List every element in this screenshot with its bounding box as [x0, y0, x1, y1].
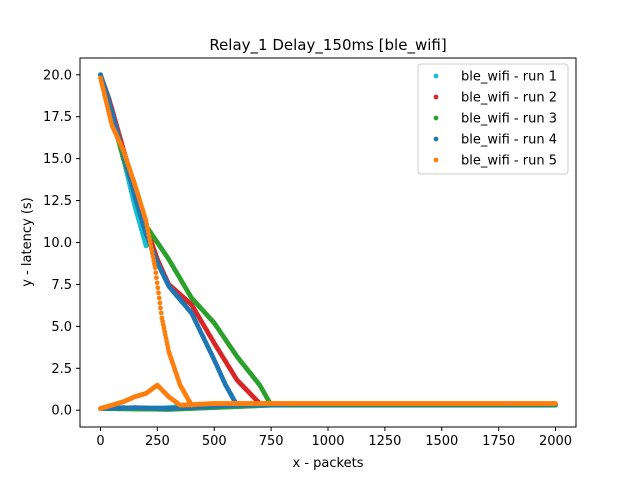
data-point [156, 295, 162, 301]
data-point [149, 250, 155, 256]
x-tick-label: 1250 [368, 434, 401, 449]
data-point [154, 275, 159, 281]
legend-marker [433, 94, 439, 100]
legend-marker [433, 136, 439, 142]
x-tick-label: 500 [202, 434, 227, 449]
data-point [153, 270, 159, 276]
data-point [144, 221, 150, 227]
data-point [156, 290, 161, 296]
data-point [147, 240, 153, 245]
y-tick-label: 12.5 [43, 194, 72, 209]
data-point [145, 225, 150, 231]
legend-label: ble_wifi - run 4 [461, 133, 557, 148]
x-tick-label: 750 [259, 434, 284, 449]
data-point [553, 401, 558, 406]
legend-frame [417, 63, 569, 175]
x-axis-ticks: 0 250 500 750 1000 1250 1500 1750 2000 [96, 427, 572, 449]
legend-label: ble_wifi - run 1 [461, 70, 557, 85]
y-tick-label: 7.5 [51, 278, 72, 293]
x-tick-label: 1500 [425, 434, 458, 449]
data-point [147, 236, 152, 242]
legend-marker [433, 115, 439, 121]
data-point [158, 310, 164, 316]
x-tick-label: 1750 [482, 434, 515, 449]
data-point [148, 243, 154, 249]
chart-title: Relay_1 Delay_150ms [ble_wifi] [209, 36, 446, 55]
data-point [146, 232, 152, 238]
data-point [157, 300, 163, 306]
data-point [152, 265, 158, 271]
y-axis-ticks: 0.0 2.5 5.0 7.5 10.0 12.5 15.0 17.5 20.0 [43, 68, 80, 419]
y-axis-label: y - latency (s) [20, 197, 35, 286]
legend-marker [433, 73, 439, 79]
data-point [143, 218, 149, 224]
x-tick-label: 0 [96, 434, 104, 449]
data-points [98, 72, 558, 412]
data-point [145, 229, 151, 234]
y-tick-label: 17.5 [43, 110, 72, 125]
y-tick-label: 15.0 [43, 152, 72, 167]
x-tick-label: 1000 [311, 434, 344, 449]
data-point [154, 280, 160, 286]
legend-marker [433, 157, 439, 163]
x-axis-label: x - packets [293, 456, 364, 471]
x-tick-label: 250 [145, 434, 170, 449]
data-point [151, 258, 157, 263]
data-point [149, 247, 155, 253]
plot-area [79, 57, 577, 428]
data-point [143, 243, 149, 249]
data-point [150, 254, 156, 260]
y-tick-label: 0.0 [51, 404, 72, 419]
x-tick-label: 2000 [539, 434, 572, 449]
series-points [98, 75, 558, 411]
y-tick-label: 2.5 [51, 362, 72, 377]
legend: ble_wifi - run 1 ble_wifi - run 2 ble_wifi… [417, 63, 569, 175]
y-tick-label: 10.0 [43, 236, 72, 251]
legend-label: ble_wifi - run 2 [461, 91, 557, 106]
y-tick-label: 5.0 [51, 320, 72, 335]
data-point [155, 285, 161, 291]
y-tick-label: 20.0 [43, 68, 72, 83]
data-point [158, 305, 163, 311]
legend-label: ble_wifi - run 3 [461, 112, 557, 127]
legend-label: ble_wifi - run 5 [461, 154, 557, 169]
data-point [152, 261, 157, 267]
